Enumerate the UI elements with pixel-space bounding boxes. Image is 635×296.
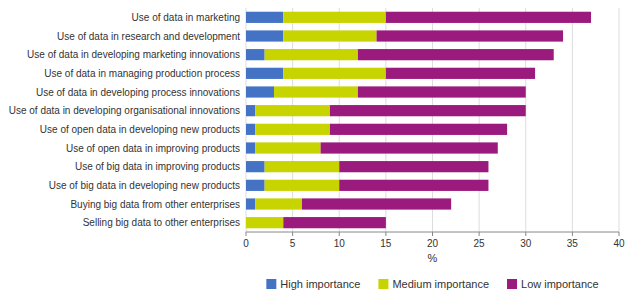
tick-label: 10 bbox=[334, 238, 346, 249]
bar bbox=[246, 124, 255, 135]
category-label: Buying big data from other enterprises bbox=[70, 199, 240, 210]
bar bbox=[265, 161, 340, 172]
tick-label: 5 bbox=[290, 238, 296, 249]
x-ticks: 0 5 10 15 20 25 30 35 40 bbox=[243, 232, 625, 249]
category-label: Use of data in developing organisational… bbox=[9, 105, 240, 116]
bar bbox=[246, 68, 283, 79]
bar bbox=[246, 86, 274, 97]
legend-swatch bbox=[507, 279, 517, 289]
bar bbox=[283, 30, 376, 41]
tick-mark bbox=[619, 232, 620, 236]
x-axis-line bbox=[246, 232, 619, 233]
tick-label: 25 bbox=[474, 238, 486, 249]
category-label: Selling big data to other enterprises bbox=[83, 217, 240, 228]
bar bbox=[246, 142, 255, 153]
tick-label: 20 bbox=[427, 238, 439, 249]
chart: Selling big data to other enterprises Buy… bbox=[0, 0, 635, 296]
bar bbox=[246, 49, 265, 60]
legend-label: High importance bbox=[280, 278, 360, 290]
bar bbox=[246, 198, 255, 209]
bar bbox=[246, 12, 283, 23]
category-label: Use of open data in developing new produ… bbox=[40, 124, 240, 135]
legend-item: High importance bbox=[266, 278, 360, 290]
category-label: Use of big data in improving products bbox=[75, 161, 240, 172]
bar bbox=[358, 86, 526, 97]
legend-item: Medium importance bbox=[378, 278, 489, 290]
tick-mark bbox=[525, 232, 526, 236]
grid-line bbox=[619, 8, 620, 232]
bar bbox=[283, 217, 386, 228]
tick-label: 15 bbox=[380, 238, 392, 249]
bars bbox=[246, 12, 591, 229]
bar bbox=[246, 105, 255, 116]
tick-mark bbox=[339, 232, 340, 236]
y-tick-labels: Selling big data to other enterprises Buy… bbox=[9, 12, 241, 228]
bar bbox=[265, 49, 358, 60]
bar bbox=[255, 142, 320, 153]
x-axis-label: % bbox=[428, 252, 438, 264]
tick-mark bbox=[479, 232, 480, 236]
legend-label: Medium importance bbox=[392, 278, 489, 290]
bar bbox=[339, 180, 488, 191]
bar bbox=[255, 105, 330, 116]
tick-label: 35 bbox=[567, 238, 579, 249]
grid-line bbox=[572, 8, 573, 232]
legend-item: Low importance bbox=[507, 278, 599, 290]
tick-label: 40 bbox=[613, 238, 625, 249]
bar bbox=[330, 105, 526, 116]
category-label: Use of data in developing process innova… bbox=[36, 87, 240, 98]
bar bbox=[386, 68, 535, 79]
legend-label: Low importance bbox=[521, 278, 599, 290]
bar bbox=[321, 142, 498, 153]
bar bbox=[377, 30, 564, 41]
bar bbox=[246, 217, 283, 228]
category-label: Use of data in marketing bbox=[132, 12, 240, 23]
category-label: Use of data in research and development bbox=[57, 31, 240, 42]
bar bbox=[246, 30, 283, 41]
category-label: Use of data in developing marketing inno… bbox=[27, 49, 240, 60]
legend-swatch bbox=[266, 279, 276, 289]
bar bbox=[246, 161, 265, 172]
bar bbox=[283, 12, 386, 23]
bar bbox=[339, 161, 488, 172]
tick-mark bbox=[572, 232, 573, 236]
bar bbox=[255, 198, 302, 209]
tick-label: 0 bbox=[243, 238, 249, 249]
bar bbox=[246, 180, 265, 191]
category-label: Use of big data in developing new produc… bbox=[49, 180, 240, 191]
grid bbox=[246, 8, 619, 232]
bar bbox=[302, 198, 451, 209]
tick-mark bbox=[385, 232, 386, 236]
legend-swatch bbox=[378, 279, 388, 289]
bar bbox=[265, 180, 340, 191]
bar bbox=[283, 68, 386, 79]
category-label: Use of data in managing production proce… bbox=[44, 68, 240, 79]
bar bbox=[386, 12, 591, 23]
tick-label: 30 bbox=[520, 238, 532, 249]
bar bbox=[358, 49, 554, 60]
bar bbox=[255, 124, 330, 135]
legend: High importance Medium importance Low impo… bbox=[266, 278, 598, 290]
tick-mark bbox=[292, 232, 293, 236]
tick-mark bbox=[246, 232, 247, 236]
bar bbox=[330, 124, 507, 135]
tick-mark bbox=[432, 232, 433, 236]
category-label: Use of open data in improving products bbox=[66, 143, 240, 154]
bar bbox=[274, 86, 358, 97]
